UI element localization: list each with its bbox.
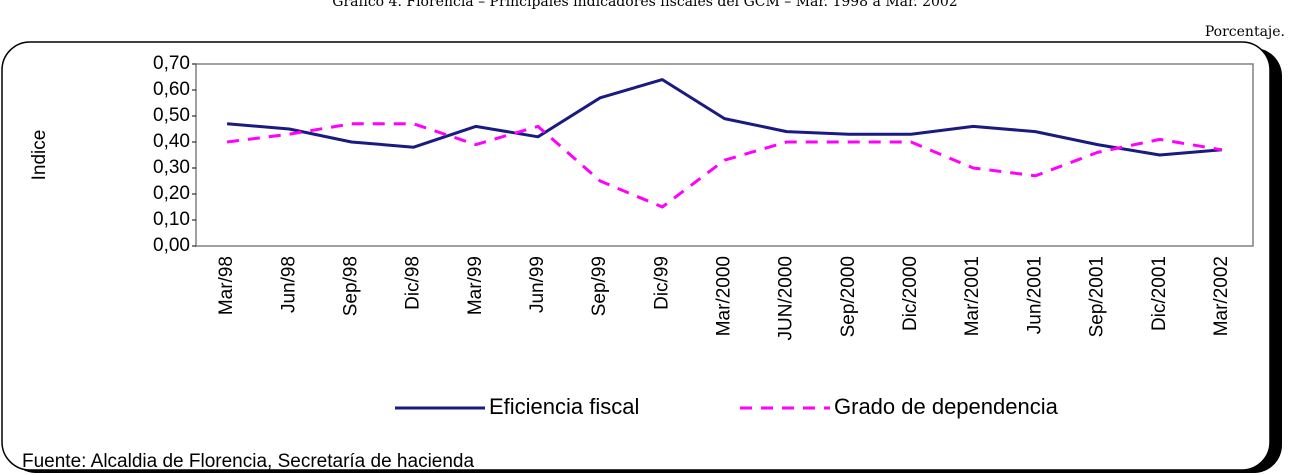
- y-tick-label: 0,10: [153, 209, 190, 230]
- x-tick-label: Jun/2001: [1024, 256, 1045, 334]
- legend-label: Eficiencia fiscal: [489, 394, 639, 419]
- line-series: [226, 122, 1223, 209]
- x-tick-label: Sep/98: [340, 256, 361, 316]
- x-tick-label: Mar/99: [465, 256, 486, 315]
- x-tick-label: Sep/2001: [1087, 256, 1108, 337]
- y-tick-label: 0,30: [153, 157, 190, 178]
- y-tick-label: 0,60: [153, 79, 190, 100]
- y-tick-label: 0,20: [153, 183, 190, 204]
- frame: [1, 41, 1271, 471]
- x-tick-label: Dic/2001: [1149, 256, 1170, 331]
- source: Fuente: Alcaldia de Florencia, Secretarí…: [22, 451, 474, 472]
- x-tick-label: Jun/98: [278, 256, 299, 313]
- y-axis-label: Indice: [29, 130, 50, 181]
- unit-note: Porcentaje.: [1205, 24, 1285, 40]
- y-tick-label: 0,00: [153, 235, 190, 256]
- plot-area: [195, 63, 1254, 247]
- x-tick-label: Sep/2000: [838, 256, 859, 337]
- x-tick-label: JUN/2000: [776, 256, 797, 341]
- x-tick-label: Sep/99: [589, 256, 610, 316]
- legend-label: Grado de dependencia: [834, 394, 1059, 419]
- x-tick-label: Dic/2000: [900, 256, 921, 331]
- x-tick-label: Mar/98: [216, 256, 237, 315]
- x-tick-label: Mar/2002: [1211, 256, 1232, 336]
- y-tick-label: 0,50: [153, 105, 190, 126]
- x-tick-label: Jun/99: [527, 256, 548, 313]
- y-tick-label: 0,70: [153, 53, 190, 74]
- chart-title: Gráfico 4. Florencia – Principales indic…: [332, 0, 957, 10]
- line-series: [226, 78, 1223, 157]
- x-tick-label: Dic/99: [651, 256, 672, 310]
- x-tick-label: Mar/2001: [962, 256, 983, 336]
- x-tick-label: Dic/98: [403, 256, 424, 310]
- x-tick-label: Mar/2000: [714, 256, 735, 336]
- y-tick-label: 0,40: [153, 131, 190, 152]
